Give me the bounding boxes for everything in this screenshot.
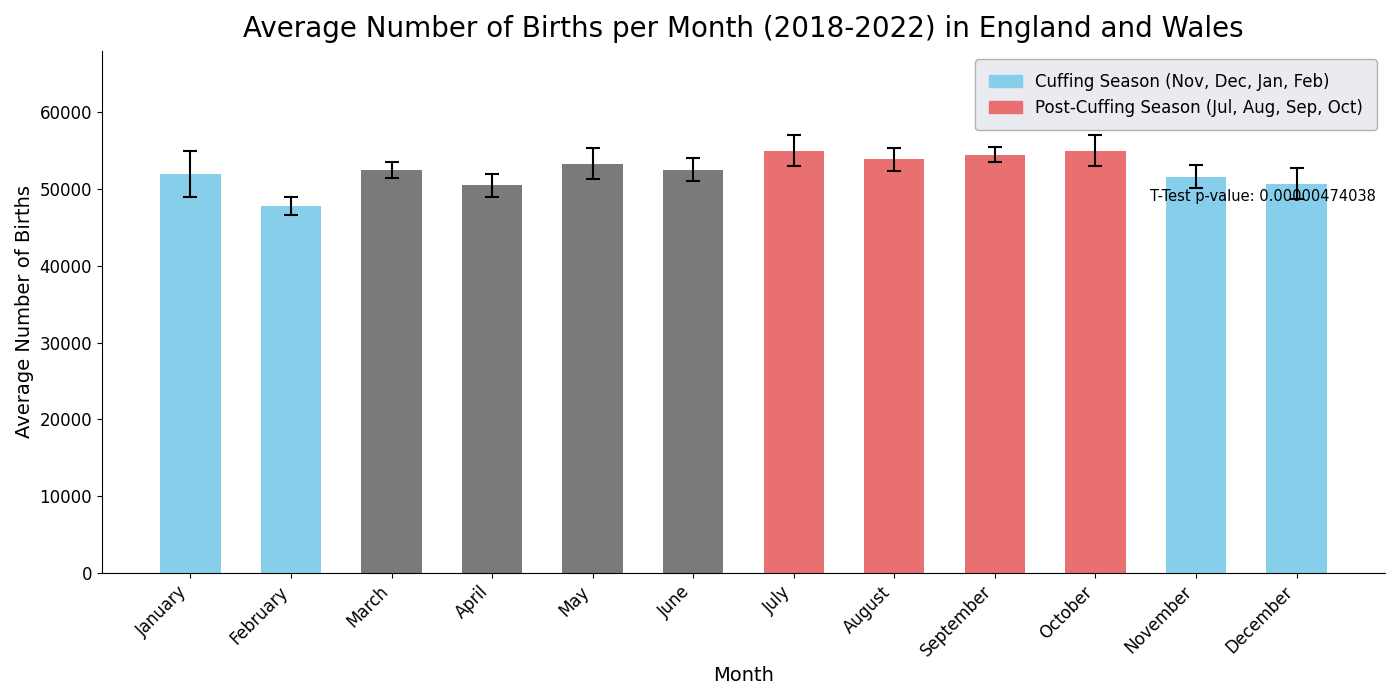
Bar [1267,183,1327,573]
Title: Average Number of Births per Month (2018-2022) in England and Wales: Average Number of Births per Month (2018… [244,15,1243,43]
Bar [462,186,522,573]
Bar [965,155,1025,573]
Text: T-Test p-value: 0.00000474038: T-Test p-value: 0.00000474038 [1151,189,1376,204]
Y-axis label: Average Number of Births: Average Number of Births [15,186,34,438]
Bar [160,174,221,573]
Bar [1065,150,1126,573]
X-axis label: Month: Month [713,666,774,685]
Bar [763,150,823,573]
Bar [563,164,623,573]
Bar [1166,177,1226,573]
Bar [260,206,321,573]
Bar [361,170,421,573]
Legend: Cuffing Season (Nov, Dec, Jan, Feb), Post-Cuffing Season (Jul, Aug, Sep, Oct): Cuffing Season (Nov, Dec, Jan, Feb), Pos… [976,60,1376,130]
Bar [664,170,724,573]
Bar [864,159,924,573]
